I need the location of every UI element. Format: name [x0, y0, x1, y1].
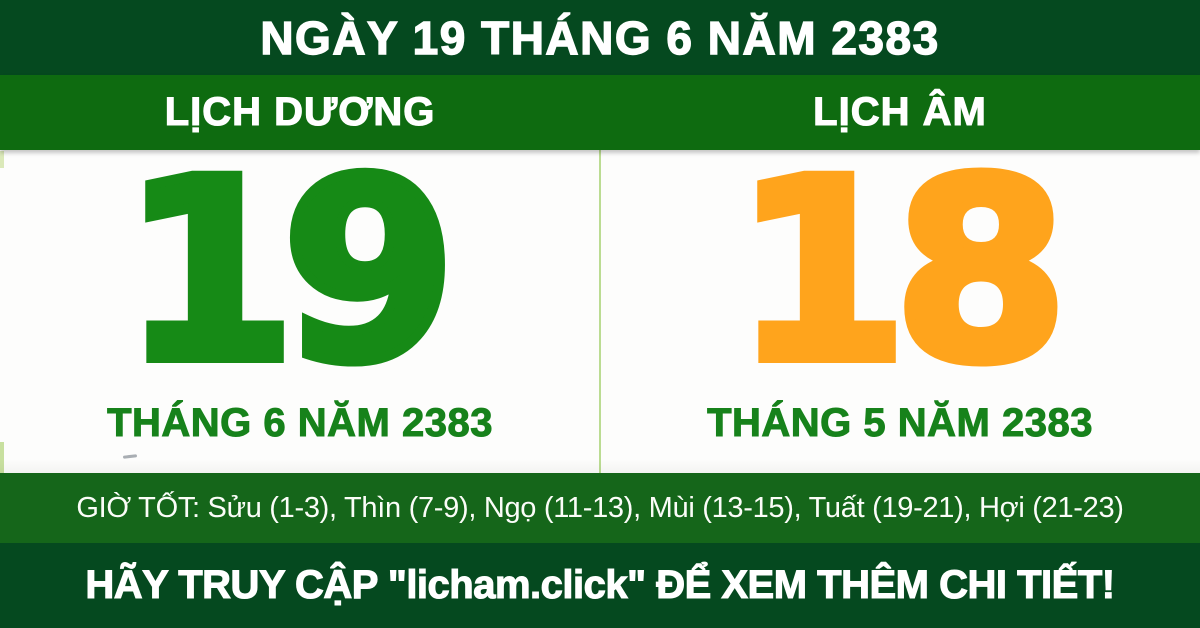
good-hours-bar: GIỜ TỐT: Sửu (1-3), Thìn (7-9), Ngọ (11-… [0, 473, 1200, 543]
lunar-calendar-label: LỊCH ÂM [813, 89, 987, 134]
calendar-body: 19 THÁNG 6 NĂM 2383 18 THÁNG 5 NĂM 2383 [0, 142, 1200, 473]
solar-month-label: THÁNG 6 NĂM 2383 [107, 401, 493, 446]
fold-shadow [0, 459, 1200, 473]
good-hours-text: GIỜ TỐT: Sửu (1-3), Thìn (7-9), Ngọ (11-… [76, 491, 1124, 524]
lunar-day-number: 18 [729, 126, 1073, 417]
solar-calendar-header: LỊCH DƯƠNG [0, 75, 600, 150]
page-title: NGÀY 19 THÁNG 6 NĂM 2383 [260, 11, 940, 64]
column-divider [599, 150, 601, 473]
solar-day-wrap: 19 [117, 142, 461, 402]
footer-band: HÃY TRUY CẬP "licham.click" ĐỂ XEM THÊM … [0, 543, 1200, 628]
solar-calendar-label: LỊCH DƯƠNG [164, 89, 436, 134]
solar-day-panel: 19 THÁNG 6 NĂM 2383 [0, 142, 600, 473]
lunar-day-panel: 18 THÁNG 5 NĂM 2383 [600, 142, 1200, 473]
lunar-month-label: THÁNG 5 NĂM 2383 [707, 401, 1093, 446]
left-edge-tick-bottom [0, 442, 4, 473]
lunar-day-wrap: 18 [729, 142, 1073, 402]
lunar-calendar-header: LỊCH ÂM [600, 75, 1200, 150]
left-edge-tick-top [0, 151, 4, 168]
header-band: NGÀY 19 THÁNG 6 NĂM 2383 [0, 0, 1200, 75]
calendar-type-band: LỊCH DƯƠNG LỊCH ÂM [0, 75, 1200, 150]
solar-day-number: 19 [117, 126, 461, 417]
footer-cta-text: HÃY TRUY CẬP "licham.click" ĐỂ XEM THÊM … [85, 562, 1116, 607]
